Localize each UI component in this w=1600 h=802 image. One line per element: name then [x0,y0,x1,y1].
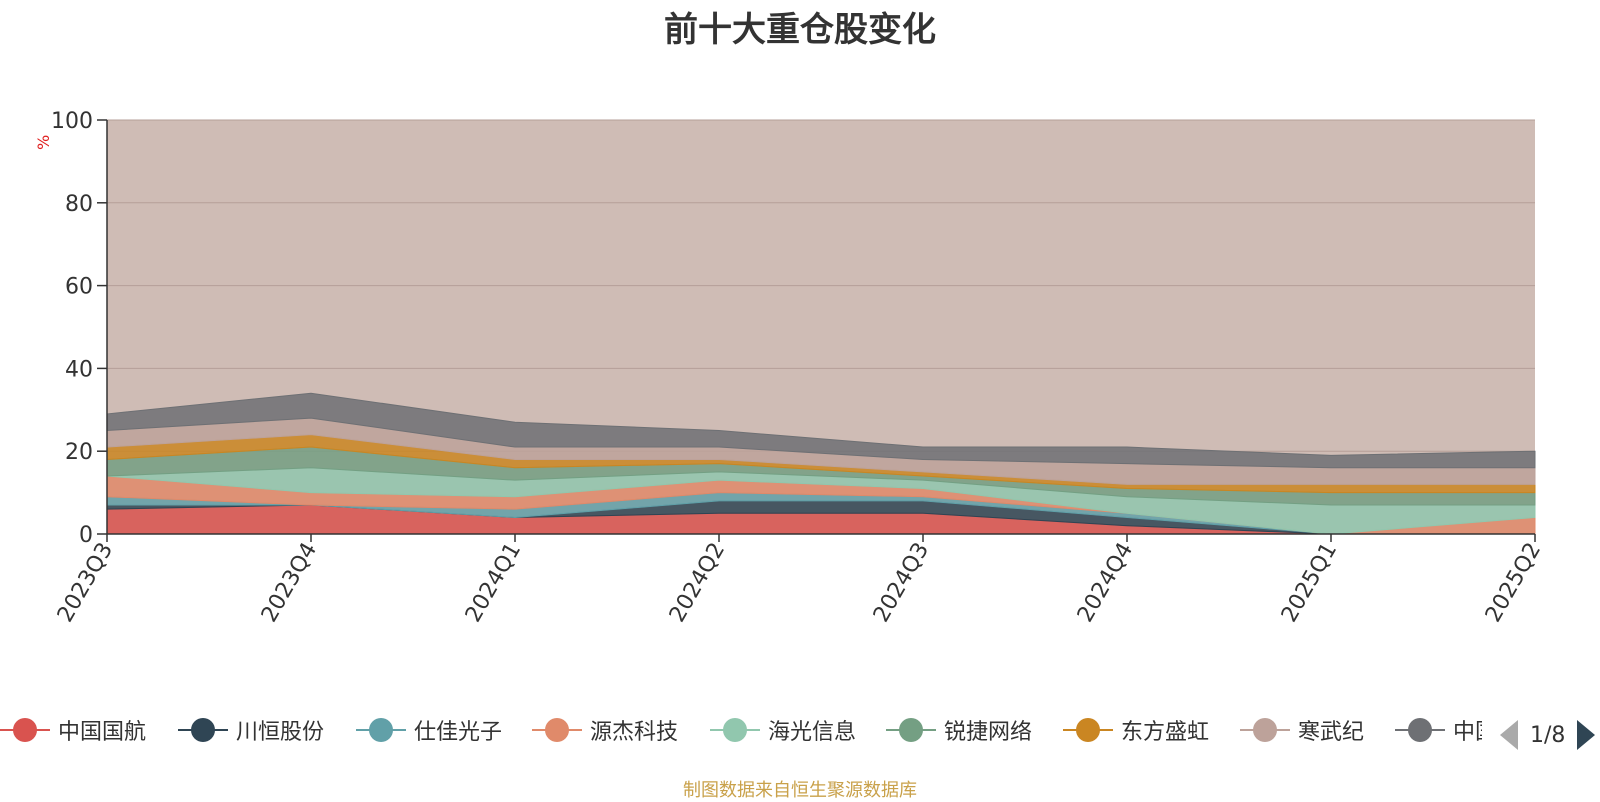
legend-item[interactable]: 锐捷网络 [886,710,1032,750]
legend-label: 锐捷网络 [944,720,1033,745]
legend-item[interactable]: 海光信息 [710,710,856,750]
legend-label: 川恒股份 [236,720,325,745]
legend-next-icon[interactable] [1577,720,1596,750]
legend-item[interactable]: 川恒股份 [178,710,324,750]
y-tick-label: 40 [65,357,93,382]
y-axis-label: % [34,134,53,150]
x-tick-label: 2023Q3 [53,539,118,627]
x-tick-label: 2023Q4 [257,539,322,627]
chart-title: 前十大重仓股变化 [664,10,936,50]
y-tick-label: 0 [79,523,93,548]
y-tick-label: 20 [65,440,93,465]
legend-item[interactable]: 中国中免 [1395,710,1482,750]
y-tick-label: 80 [65,192,93,217]
legend-marker-icon [532,717,582,743]
legend-label: 仕佳光子 [414,720,503,745]
legend-item[interactable]: 东方盛虹 [1063,710,1209,750]
legend-items: 中国国航 川恒股份 仕佳光子 源杰科技 海光信息 锐捷网络 东方盛虹 寒武纪 中国中免 [0,710,1482,754]
legend-label: 中国国航 [58,720,147,745]
legend-item[interactable]: 源杰科技 [532,710,678,750]
legend-marker-icon [1395,717,1445,743]
legend-prev-icon[interactable] [1500,720,1518,750]
x-tick-label: 2025Q2 [1481,539,1546,627]
x-tick-label: 2024Q2 [665,539,730,627]
legend-marker-icon [0,717,50,743]
legend-marker-icon [1240,717,1290,743]
y-tick-label: 100 [51,109,93,134]
x-tick-label: 2025Q1 [1277,539,1342,627]
x-tick-label: 2024Q3 [869,539,934,627]
legend-label: 海光信息 [768,720,857,745]
area-series [106,392,1536,469]
legend-label: 中国中免 [1453,720,1482,745]
x-tick-label: 2024Q1 [461,539,526,627]
legend-label: 源杰科技 [590,720,679,745]
legend-label: 寒武纪 [1298,720,1365,745]
legend-item[interactable]: 寒武纪 [1240,710,1364,750]
legend-label: 东方盛虹 [1121,720,1210,745]
legend-marker-icon [1063,717,1113,743]
legend-item[interactable]: 仕佳光子 [356,710,502,750]
x-tick-label: 2024Q4 [1073,539,1138,627]
y-tick-label: 60 [65,275,93,300]
legend-page-indicator: 1/8 [1530,722,1566,748]
legend-pager: 1/8 [1500,718,1596,752]
legend: 中国国航 川恒股份 仕佳光子 源杰科技 海光信息 锐捷网络 东方盛虹 寒武纪 中国中免 [0,710,1600,754]
legend-marker-icon [710,717,760,743]
legend-marker-icon [886,717,936,743]
source-note: 制图数据来自恒生聚源数据库 [683,780,917,801]
legend-item[interactable]: 中国国航 [0,710,146,750]
legend-marker-icon [356,717,406,743]
legend-marker-icon [178,717,228,743]
